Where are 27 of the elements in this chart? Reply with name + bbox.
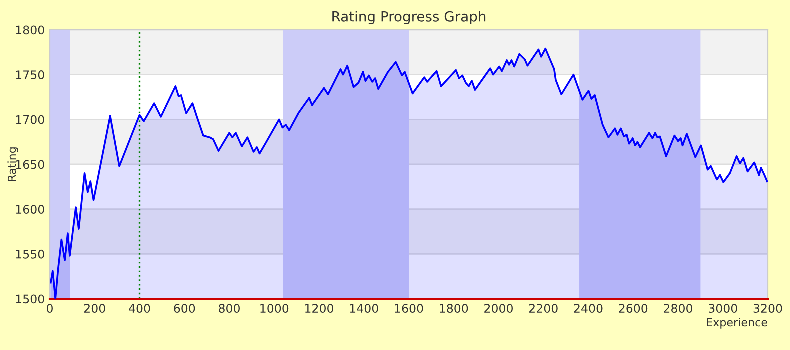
y-tick-label: 1700 — [16, 115, 44, 124]
x-tick-label: 3000 — [709, 304, 738, 313]
x-tick-label: 2800 — [664, 304, 692, 313]
x-tick-label: 2600 — [619, 304, 648, 313]
y-tick-label: 1600 — [16, 205, 44, 214]
x-tick-label: 1600 — [395, 304, 424, 313]
x-tick-label: 1400 — [350, 304, 378, 313]
x-tick-label: 200 — [84, 304, 106, 313]
x-tick-label: 600 — [174, 304, 196, 313]
y-axis-title: Rating — [8, 148, 18, 182]
y-tick-label: 1550 — [16, 250, 44, 259]
y-tick-label: 1500 — [16, 294, 44, 304]
x-axis-title: Experience — [707, 318, 768, 329]
x-tick-label: 1800 — [440, 304, 468, 313]
x-tick-label: 800 — [219, 304, 240, 313]
x-tick-label: 400 — [129, 304, 150, 313]
y-tick-label: 1800 — [16, 26, 44, 35]
y-tick-label: 1650 — [16, 160, 44, 170]
x-tick-label: 2400 — [574, 304, 603, 313]
x-tick-label: 3200 — [754, 304, 782, 313]
chart-title: Rating Progress Graph — [332, 11, 486, 25]
x-tick-label: 1200 — [306, 304, 334, 313]
x-tick-label: 2000 — [484, 304, 513, 313]
x-tick-label: 0 — [47, 304, 53, 313]
x-tick-label: 1000 — [260, 304, 289, 313]
y-tick-label: 1750 — [16, 70, 44, 80]
x-tick-label: 2200 — [529, 304, 558, 313]
